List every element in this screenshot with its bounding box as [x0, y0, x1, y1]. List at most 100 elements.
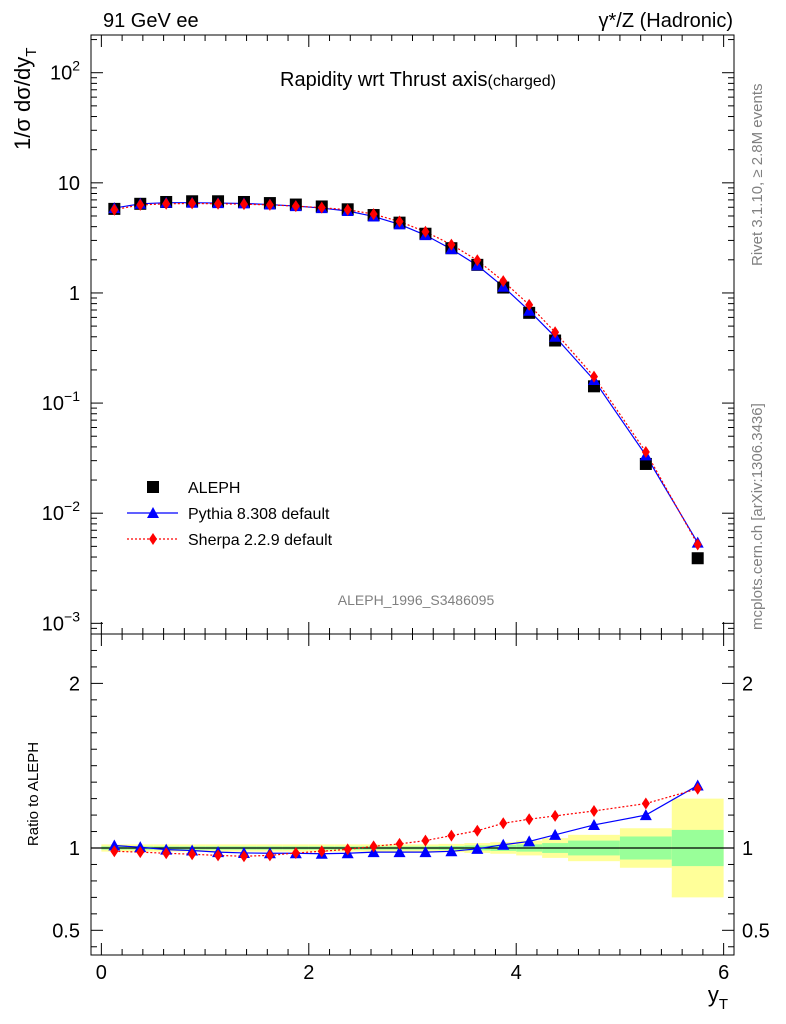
x-tick-label: 2	[303, 962, 314, 984]
y-tick-label-exp: −2	[64, 498, 80, 514]
x-axis-label-sub: T	[719, 996, 728, 1013]
ratio-point-1	[239, 850, 248, 863]
legend-entry: Pythia 8.308 default	[188, 506, 330, 523]
legend-entry: Sherpa 2.2.9 default	[188, 532, 333, 549]
ratio-point-0	[393, 846, 406, 858]
data-point-0	[691, 552, 704, 565]
ratio-point-1	[162, 847, 171, 860]
y-tick-label-exp: 2	[72, 58, 80, 74]
ratio-point-0	[497, 838, 510, 850]
plot-title-main: Rapidity wrt Thrust axis	[280, 69, 487, 91]
data-point-2	[239, 198, 248, 211]
data-point-2	[525, 298, 534, 311]
y-tick-label: 0.5	[52, 920, 80, 942]
data-point-0	[639, 457, 652, 470]
ratio-point-0	[639, 809, 652, 821]
y-tick-label-exp: −3	[64, 608, 80, 624]
y-tick-label: 10	[58, 173, 80, 195]
ratio-plot-panel: 0 2 4 6 0.5 0.5 1 1 2 2 Ratio to ALEPH yT	[25, 633, 770, 1013]
ratio-point-1	[136, 846, 145, 859]
ratio-frame	[90, 633, 735, 956]
x-axis-label-main: y	[708, 982, 719, 1007]
y-tick-label: 2	[69, 673, 80, 695]
data-point-2	[589, 370, 598, 383]
ratio-point-1	[214, 849, 223, 862]
ratio-point-1	[317, 845, 326, 858]
data-point-2	[291, 200, 300, 213]
legend-entry: ALEPH	[188, 480, 240, 497]
data-point-2	[162, 197, 171, 210]
header-right-label: γ*/Z (Hadronic)	[599, 10, 733, 32]
ratio-point-1	[525, 813, 534, 826]
legend-marker-0	[147, 481, 159, 493]
data-point-2	[317, 201, 326, 214]
ratio-point-1	[473, 824, 482, 837]
y-tick-label-right: 2	[742, 673, 753, 695]
ratio-point-1	[693, 782, 702, 795]
x-axis-label: yT	[708, 982, 728, 1013]
data-point-2	[136, 198, 145, 211]
y-tick-label-base: 10	[50, 63, 72, 85]
data-point-2	[110, 203, 119, 216]
y-axis-label-main: 1/σ dσ/dy	[10, 57, 35, 150]
rivet-version-label: Rivet 3.1.10, ≥ 2.8M events	[749, 84, 766, 267]
data-point-2	[447, 238, 456, 251]
data-point-2	[693, 538, 702, 551]
ratio-point-1	[421, 834, 430, 847]
data-point-2	[395, 215, 404, 228]
y-tick-label-base: 10	[42, 503, 64, 525]
y-tick-label: 10−2	[42, 498, 80, 525]
y-tick-label-base: 10	[42, 613, 64, 635]
ratio-point-0	[523, 835, 536, 847]
x-tick-label: 0	[96, 962, 107, 984]
ratio-point-0	[108, 839, 121, 851]
ratio-point-0	[419, 846, 432, 858]
y-tick-label: 10−3	[42, 608, 80, 635]
ratio-point-0	[587, 818, 600, 830]
ratio-point-1	[589, 804, 598, 817]
header-left-label: 91 GeV ee	[103, 10, 199, 32]
data-point-2	[265, 198, 274, 211]
data-point-2	[421, 225, 430, 238]
data-point-2	[641, 445, 650, 458]
y-tick-label-right: 0.5	[742, 920, 770, 942]
ratio-point-1	[369, 840, 378, 853]
y-tick-label-base: 10	[42, 393, 64, 415]
data-point-2	[369, 208, 378, 221]
ratio-point-1	[641, 797, 650, 810]
y-axis-label-sub: T	[23, 48, 40, 57]
analysis-watermark: ALEPH_1996_S3486095	[338, 592, 495, 608]
ratio-point-0	[549, 828, 562, 840]
ratio-point-1	[265, 849, 274, 862]
ratio-point-0	[445, 845, 458, 857]
ratio-point-1	[551, 809, 560, 822]
mcplots-reference-label: mcplots.cern.ch [arXiv:1306.3436]	[749, 403, 766, 630]
ratio-point-1	[499, 817, 508, 830]
plot-title: Rapidity wrt Thrust axis(charged)	[280, 69, 556, 91]
ratio-y-axis-label: Ratio to ALEPH	[25, 742, 42, 846]
ratio-point-1	[291, 846, 300, 859]
data-point-2	[499, 275, 508, 288]
ratio-point-1	[395, 837, 404, 850]
ratio-point-1	[110, 845, 119, 858]
data-point-2	[473, 254, 482, 267]
legend-marker-1	[147, 507, 159, 518]
y-tick-label: 10−1	[42, 388, 80, 415]
x-tick-label: 4	[511, 962, 522, 984]
plot-title-sub: (charged)	[488, 73, 556, 90]
y-axis-label: 1/σ dσ/dyT	[10, 48, 40, 150]
data-point-2	[343, 203, 352, 216]
ratio-point-0	[471, 842, 484, 854]
ratio-point-1	[447, 829, 456, 842]
legend-marker-2	[149, 533, 157, 545]
ratio-point-1	[188, 848, 197, 861]
data-point-2	[551, 326, 560, 339]
y-tick-label: 1	[69, 283, 80, 305]
x-tick-label: 6	[718, 962, 729, 984]
data-point-2	[214, 197, 223, 210]
y-tick-label: 1	[69, 838, 80, 860]
ratio-point-1	[343, 843, 352, 856]
y-tick-label-exp: −1	[64, 388, 80, 404]
